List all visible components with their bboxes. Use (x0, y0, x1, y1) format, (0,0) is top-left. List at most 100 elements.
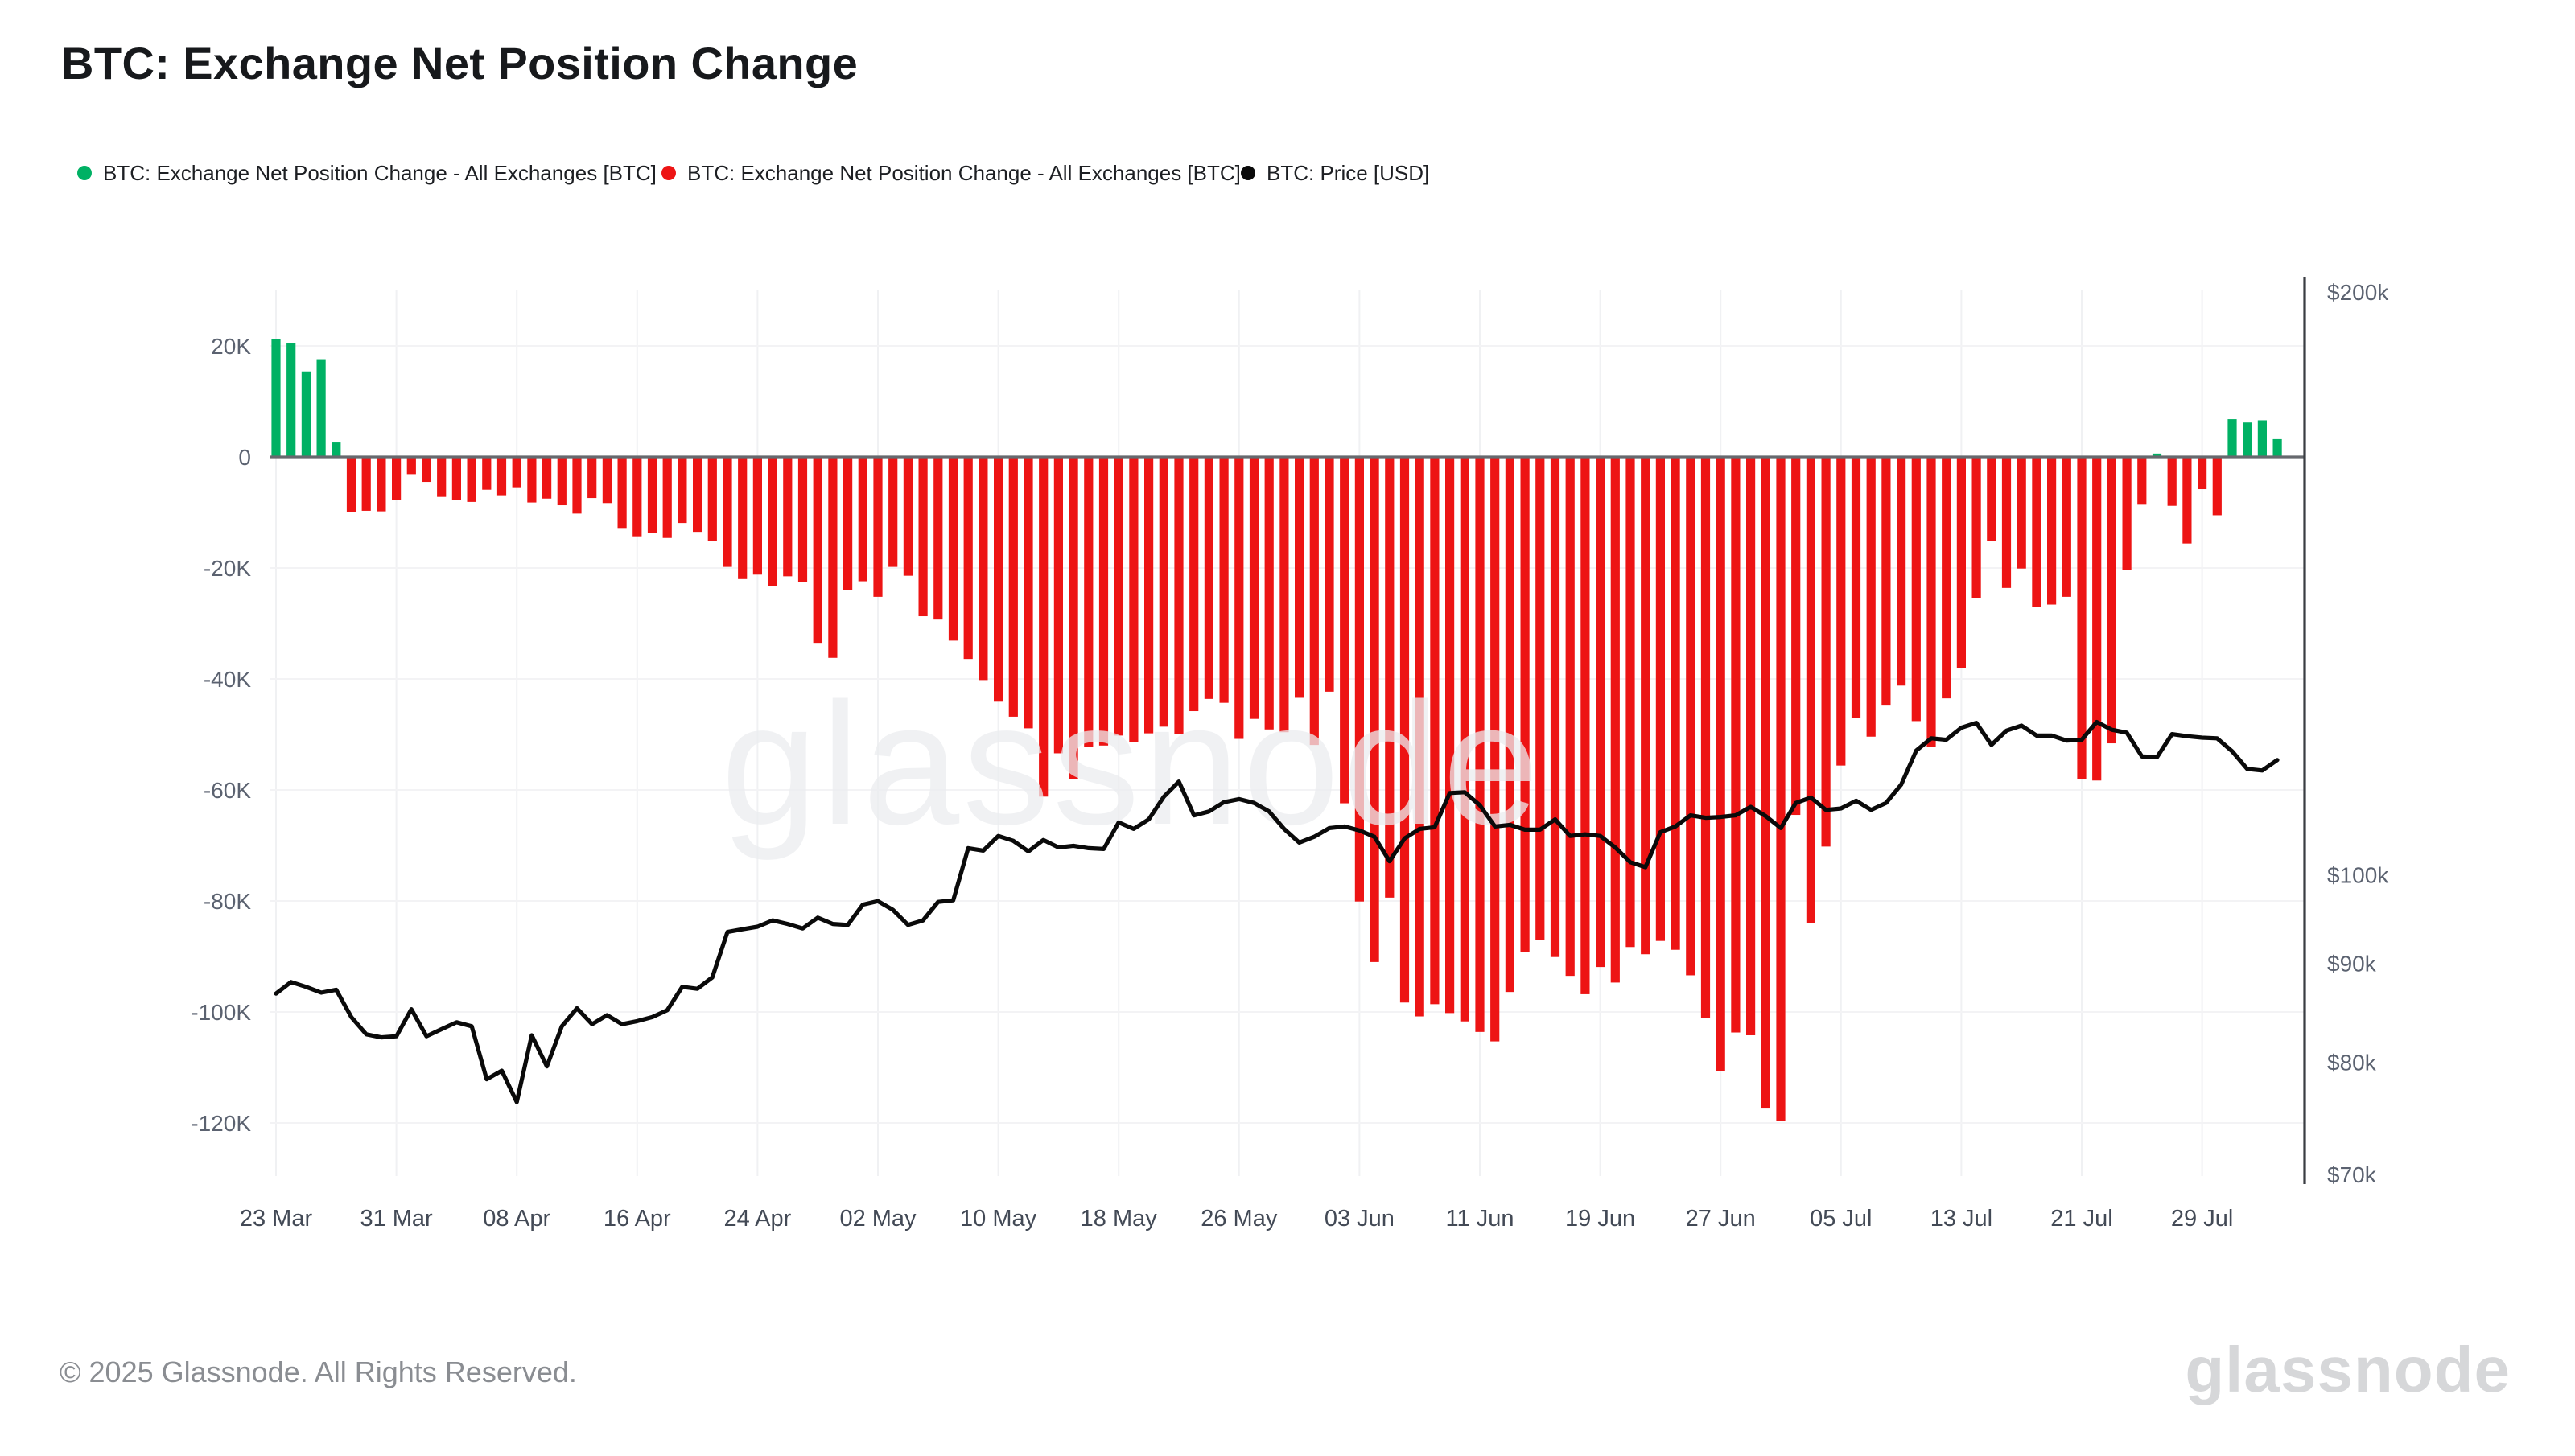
net-position-bar[interactable] (1911, 457, 1921, 722)
net-position-bar[interactable] (738, 457, 748, 579)
net-position-bar[interactable] (662, 457, 672, 538)
net-position-bar[interactable] (451, 457, 461, 500)
net-position-bar[interactable] (542, 457, 552, 499)
net-position-bar[interactable] (2107, 457, 2116, 744)
net-position-bar[interactable] (587, 457, 597, 499)
net-position-bar[interactable] (2212, 457, 2222, 516)
net-position-bar[interactable] (1791, 457, 1801, 816)
net-position-bar[interactable] (286, 343, 296, 457)
net-position-bar[interactable] (2243, 422, 2252, 457)
net-position-bar[interactable] (963, 457, 973, 660)
net-position-bar[interactable] (1971, 457, 1981, 598)
net-position-bar[interactable] (647, 457, 657, 533)
legend-item-netposition-positive[interactable]: BTC: Exchange Net Position Change - All … (77, 161, 657, 185)
net-position-bar[interactable] (707, 457, 717, 541)
net-position-bar[interactable] (2272, 438, 2282, 457)
net-position-bar[interactable] (2227, 419, 2237, 457)
net-position-bar[interactable] (467, 457, 476, 502)
net-position-bar[interactable] (1520, 457, 1530, 952)
net-position-bar[interactable] (768, 457, 777, 586)
net-position-bar[interactable] (2137, 457, 2147, 505)
net-position-bar[interactable] (557, 457, 566, 506)
net-position-bar[interactable] (828, 457, 838, 658)
net-position-bar[interactable] (332, 442, 341, 457)
net-position-bar[interactable] (271, 339, 281, 457)
net-position-bar[interactable] (2122, 457, 2132, 570)
net-position-bar[interactable] (512, 457, 521, 488)
net-position-bar[interactable] (316, 359, 326, 457)
net-position-bar[interactable] (873, 457, 883, 597)
net-position-bar[interactable] (1700, 457, 1711, 1018)
net-position-bar[interactable] (1129, 457, 1139, 742)
net-position-bar[interactable] (2092, 457, 2102, 781)
net-position-bar[interactable] (1881, 457, 1891, 706)
net-position-bar[interactable] (496, 457, 507, 496)
net-position-bar[interactable] (1354, 457, 1364, 902)
net-position-bar[interactable] (1731, 457, 1741, 1033)
net-position-bar[interactable] (1340, 457, 1349, 804)
net-position-bar[interactable] (1249, 457, 1259, 719)
net-position-bar[interactable] (1851, 457, 1861, 718)
net-position-bar[interactable] (1686, 457, 1695, 976)
net-position-bar[interactable] (1024, 457, 1033, 729)
net-position-bar[interactable] (1641, 457, 1650, 955)
net-position-bar[interactable] (1460, 457, 1469, 1022)
net-position-bar[interactable] (1956, 457, 1966, 668)
net-position-bar[interactable] (1475, 457, 1485, 1032)
net-position-bar[interactable] (918, 457, 928, 617)
net-position-bar[interactable] (1295, 457, 1304, 698)
net-position-bar[interactable] (2167, 457, 2177, 506)
net-position-bar[interactable] (301, 371, 311, 457)
net-position-bar[interactable] (1039, 457, 1049, 797)
net-position-bar[interactable] (1897, 457, 1906, 686)
legend-item-price[interactable]: BTC: Price [USD] (1241, 161, 1429, 185)
legend-item-netposition-negative[interactable]: BTC: Exchange Net Position Change - All … (661, 161, 1241, 185)
net-position-bar[interactable] (1204, 457, 1213, 699)
net-position-bar[interactable] (1415, 457, 1424, 1017)
net-position-bar[interactable] (2001, 457, 2012, 588)
net-position-bar[interactable] (527, 457, 537, 503)
net-position-bar[interactable] (1008, 457, 1018, 717)
net-position-bar[interactable] (1490, 457, 1500, 1042)
net-position-bar[interactable] (994, 457, 1003, 702)
net-position-bar[interactable] (361, 457, 371, 511)
net-position-bar[interactable] (572, 457, 582, 514)
net-position-bar[interactable] (2047, 457, 2057, 605)
net-position-bar[interactable] (377, 457, 386, 512)
net-position-bar[interactable] (1445, 457, 1455, 1014)
net-position-bar[interactable] (1234, 457, 1244, 739)
net-position-bar[interactable] (1596, 457, 1605, 968)
net-position-bar[interactable] (602, 457, 612, 504)
net-position-bar[interactable] (678, 457, 687, 524)
net-position-bar[interactable] (1505, 457, 1514, 993)
net-position-bar[interactable] (1144, 457, 1154, 734)
net-position-bar[interactable] (1325, 457, 1334, 692)
net-position-bar[interactable] (1836, 457, 1846, 766)
net-position-bar[interactable] (1385, 457, 1395, 898)
net-position-bar[interactable] (2152, 453, 2162, 457)
net-position-bar[interactable] (797, 457, 808, 582)
net-position-bar[interactable] (1399, 457, 1410, 1003)
net-position-bar[interactable] (693, 457, 702, 533)
net-position-bar[interactable] (406, 457, 416, 475)
net-position-bar[interactable] (1926, 457, 1936, 747)
net-position-bar[interactable] (1370, 457, 1379, 962)
net-position-bar[interactable] (1942, 457, 1951, 699)
net-position-bar[interactable] (1761, 457, 1770, 1109)
net-position-bar[interactable] (1084, 457, 1094, 747)
net-position-bar[interactable] (1987, 457, 1996, 541)
net-position-bar[interactable] (752, 457, 762, 575)
net-position-bar[interactable] (1655, 457, 1665, 941)
net-position-bar[interactable] (2062, 457, 2071, 597)
net-position-bar[interactable] (437, 457, 447, 497)
net-position-bar[interactable] (632, 457, 642, 537)
net-position-bar[interactable] (2077, 457, 2087, 779)
net-position-bar[interactable] (1114, 457, 1123, 736)
net-position-bar[interactable] (903, 457, 913, 576)
net-position-bar[interactable] (723, 457, 732, 567)
net-position-bar[interactable] (2182, 457, 2192, 544)
net-position-bar[interactable] (1309, 457, 1319, 746)
net-position-bar[interactable] (1279, 457, 1289, 733)
net-position-bar[interactable] (2198, 457, 2207, 490)
